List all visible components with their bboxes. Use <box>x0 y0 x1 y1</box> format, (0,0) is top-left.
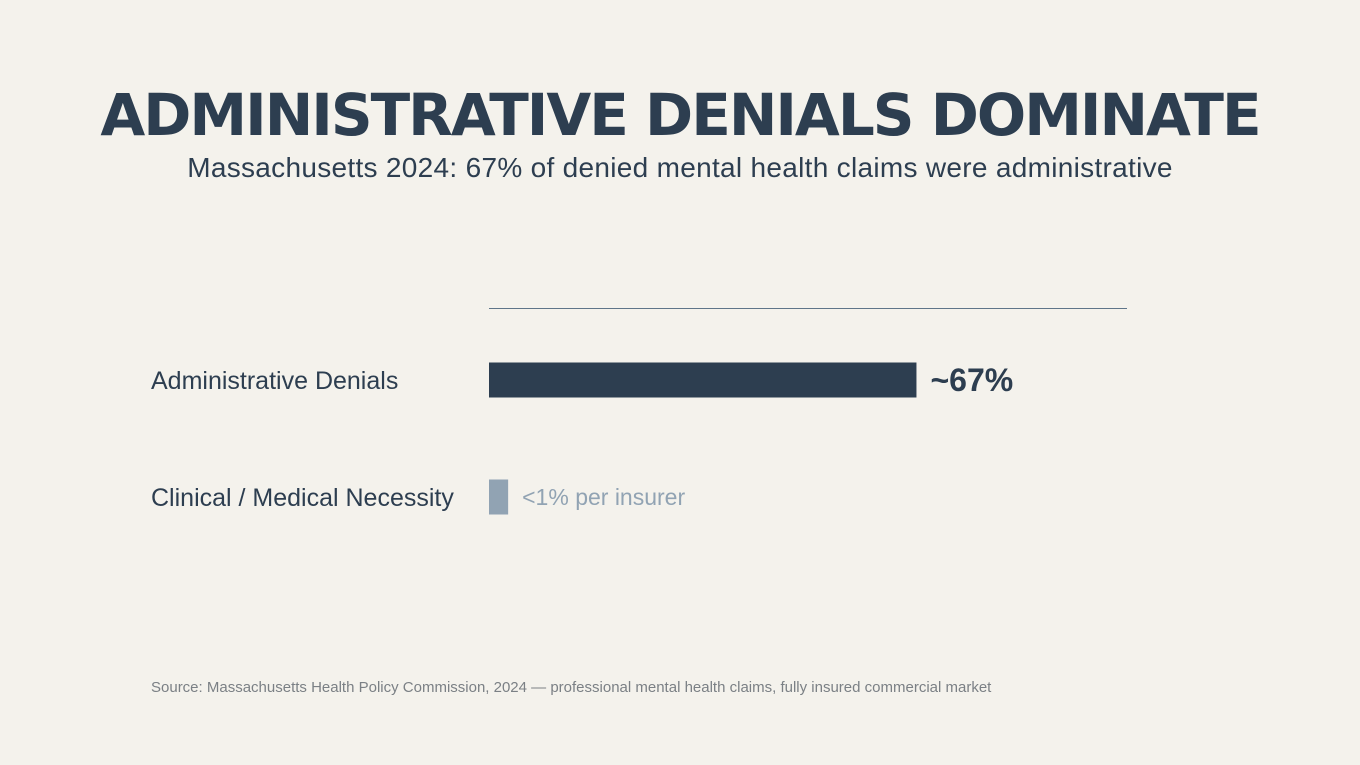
bar <box>489 362 917 398</box>
source-note: Source: Massachusetts Health Policy Comm… <box>151 679 992 696</box>
category-label: Clinical / Medical Necessity <box>151 484 454 512</box>
slide-title: ADMINISTRATIVE DENIALS DOMINATE <box>100 81 1261 149</box>
data-label: <1% per insurer <box>522 484 685 510</box>
bar <box>489 479 509 515</box>
category-label: Administrative Denials <box>151 367 398 395</box>
slide-subtitle: Massachusetts 2024: 67% of denied mental… <box>187 152 1173 183</box>
data-label: ~67% <box>930 362 1013 398</box>
